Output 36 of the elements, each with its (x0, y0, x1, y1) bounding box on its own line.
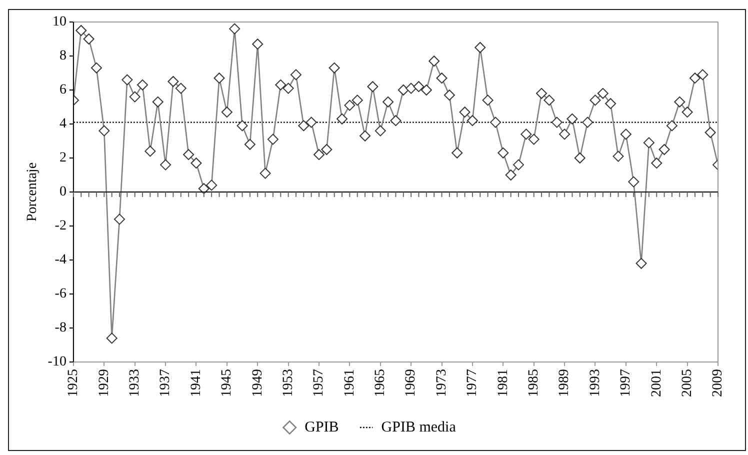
x-tick-label: 1957 (312, 369, 327, 397)
x-tick-label: 1941 (188, 369, 204, 397)
x-tick-label: 1965 (373, 369, 388, 397)
x-tick-label: 1989 (557, 369, 572, 397)
legend-label: GPIB media (381, 419, 456, 436)
y-tick-label: -2 (54, 218, 66, 234)
x-tick-label: 1961 (342, 369, 358, 397)
x-tick-label: 1949 (250, 369, 266, 397)
x-tick-label: 1929 (96, 369, 112, 397)
x-tick-label: 1993 (588, 369, 603, 397)
x-tick-label: 2005 (680, 369, 695, 397)
y-tick-label: -6 (54, 286, 66, 302)
x-tick-label: 1985 (526, 369, 542, 397)
x-tick-label: 1969 (404, 369, 419, 397)
x-tick-label: 1953 (280, 369, 296, 397)
x-tick-label: 1933 (128, 369, 143, 397)
x-tick-label: 1977 (465, 369, 480, 397)
y-tick-label: 6 (59, 82, 66, 98)
x-tick-label: 1945 (220, 369, 235, 397)
x-tick-label: 1981 (496, 369, 511, 397)
y-tick-label: -4 (54, 252, 66, 268)
y-tick-label: -10 (48, 354, 66, 370)
y-tick-label: 8 (59, 48, 66, 64)
y-tick-label: 10 (52, 14, 66, 30)
y-tick-label: 0 (59, 184, 66, 200)
x-tick-label: 1925 (66, 369, 82, 397)
y-tick-label: 2 (59, 150, 66, 166)
x-tick-label: 1937 (158, 369, 174, 397)
x-tick-label: 1973 (434, 369, 450, 397)
legend-label: GPIB (304, 419, 339, 436)
y-tick-label: -8 (54, 320, 66, 336)
x-tick-label: 1997 (618, 369, 634, 397)
x-tick-label: 2009 (710, 369, 726, 397)
y-axis-title: Porcentaje (25, 162, 40, 222)
y-tick-label: 4 (59, 116, 66, 132)
x-tick-label: 2001 (649, 369, 664, 397)
